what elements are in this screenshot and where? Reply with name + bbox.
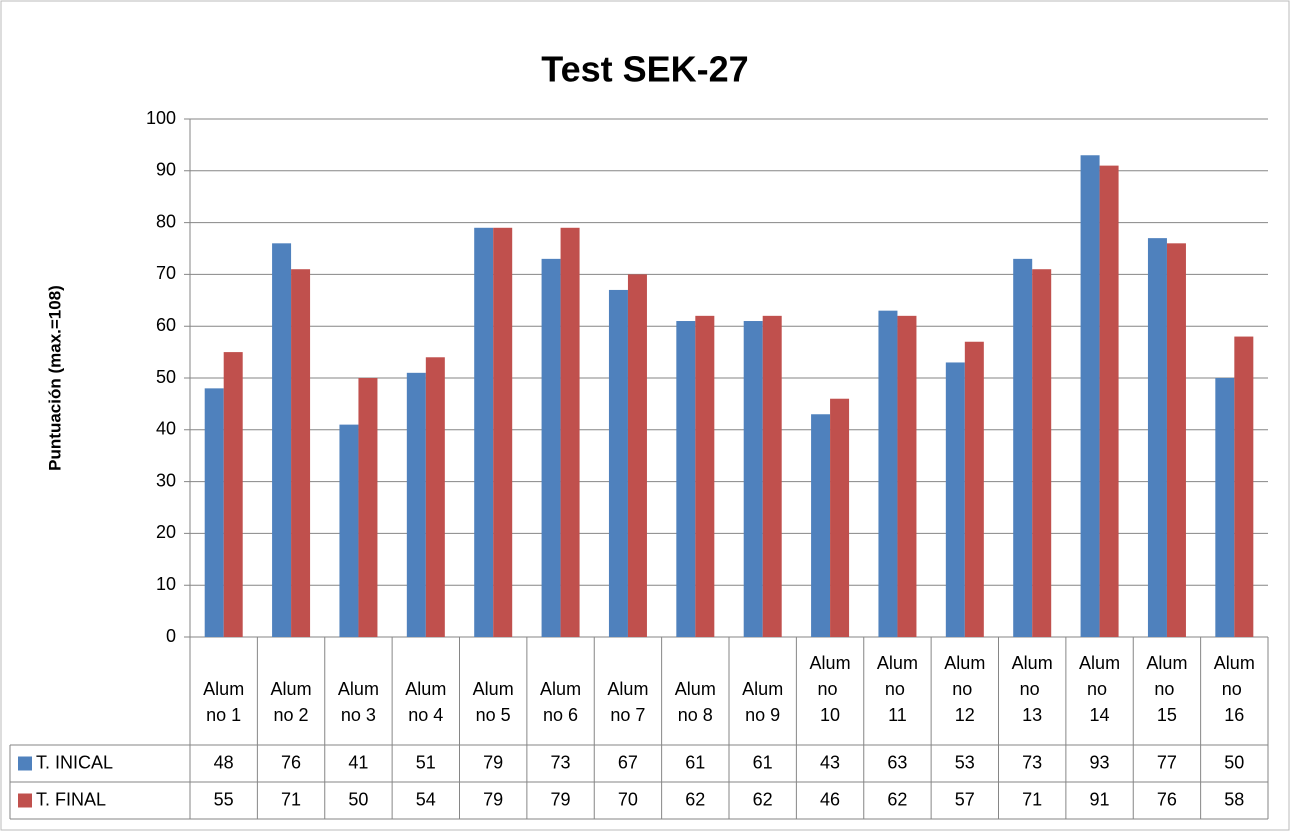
table-value: 46 [820,789,840,809]
table-value: 50 [348,789,368,809]
bar [743,321,763,637]
x-tick-label: Alum no 11 [877,653,918,725]
bar [1166,243,1186,637]
table-value: 62 [753,789,773,809]
legend-label: T. FINAL [36,789,106,809]
y-tick-label: 50 [156,367,176,387]
x-tick-label: Alum no 5 [473,679,514,725]
table-value: 93 [1090,752,1110,772]
table-value: 79 [551,789,571,809]
legend-swatch [18,756,32,771]
x-tick-label: Alum no 15 [1146,653,1187,725]
table-value: 48 [214,752,234,772]
bar [272,243,292,637]
bar [762,315,782,637]
table-value: 58 [1224,789,1244,809]
bar [1215,378,1235,637]
table-value: 71 [1022,789,1042,809]
bar [964,341,984,637]
table-value: 91 [1090,789,1110,809]
table-value: 43 [820,752,840,772]
bar [204,388,224,637]
x-tick-label: Alum no 6 [540,679,581,725]
bar [878,310,898,637]
bar [1099,165,1119,637]
x-tick-label: Alum no 13 [1012,653,1053,725]
bar [1147,238,1167,637]
table-value: 77 [1157,752,1177,772]
table-value: 54 [416,789,436,809]
table-value: 63 [887,752,907,772]
table-value: 53 [955,752,975,772]
table-value: 71 [281,789,301,809]
table-value: 50 [1224,752,1244,772]
table-value: 62 [685,789,705,809]
bar [627,274,647,637]
x-tick-label: Alum no 1 [203,679,244,725]
y-tick-label: 0 [166,626,176,646]
x-tick-label: Alum no 9 [742,679,783,725]
bar [695,315,715,637]
table-value: 41 [348,752,368,772]
bar [358,378,378,637]
table-value: 76 [1157,789,1177,809]
bar [339,424,359,637]
x-tick-label: Alum no 2 [271,679,312,725]
table-value: 79 [483,752,503,772]
x-tick-label: Alum no 12 [944,653,985,725]
x-tick-label: Alum no 3 [338,679,379,725]
table-value: 61 [685,752,705,772]
bar [608,289,628,637]
table-value: 67 [618,752,638,772]
bar [830,398,850,637]
x-tick-label: Alum no 8 [675,679,716,725]
table-value: 73 [1022,752,1042,772]
bar [945,362,965,637]
legend-swatch [18,793,32,808]
bar [811,414,831,637]
table-value: 62 [887,789,907,809]
legend-label: T. INICAL [36,752,113,772]
y-tick-label: 40 [156,419,176,439]
bar [1032,269,1052,637]
bar [1013,258,1033,637]
x-tick-label: Alum no 10 [810,653,851,725]
x-tick-label: Alum no 4 [405,679,446,725]
bar [560,227,580,637]
table-value: 57 [955,789,975,809]
y-tick-label: 20 [156,522,176,542]
table-value: 79 [483,789,503,809]
x-tick-label: Alum no 14 [1079,653,1120,725]
bar [223,352,243,637]
bar [406,372,426,637]
y-tick-label: 70 [156,263,176,283]
y-tick-label: 100 [146,108,176,128]
bar [897,315,917,637]
y-axis-label: Puntuación (max.=108) [45,285,64,471]
table-value: 61 [753,752,773,772]
bar [425,357,445,637]
table-value: 51 [416,752,436,772]
bar [1234,336,1254,637]
bar [1080,155,1100,637]
bar [676,321,696,637]
table-value: 76 [281,752,301,772]
table-value: 70 [618,789,638,809]
y-tick-label: 10 [156,574,176,594]
y-tick-label: 80 [156,211,176,231]
bar [474,227,494,637]
bar [541,258,561,637]
x-tick-label: Alum no 7 [607,679,648,725]
bar [291,269,311,637]
chart-title: Test SEK-27 [541,49,748,90]
bar [493,227,513,637]
y-tick-label: 60 [156,315,176,335]
x-tick-label: Alum no 16 [1214,653,1255,725]
table-value: 55 [214,789,234,809]
table-value: 73 [551,752,571,772]
y-tick-label: 90 [156,160,176,180]
y-tick-label: 30 [156,470,176,490]
